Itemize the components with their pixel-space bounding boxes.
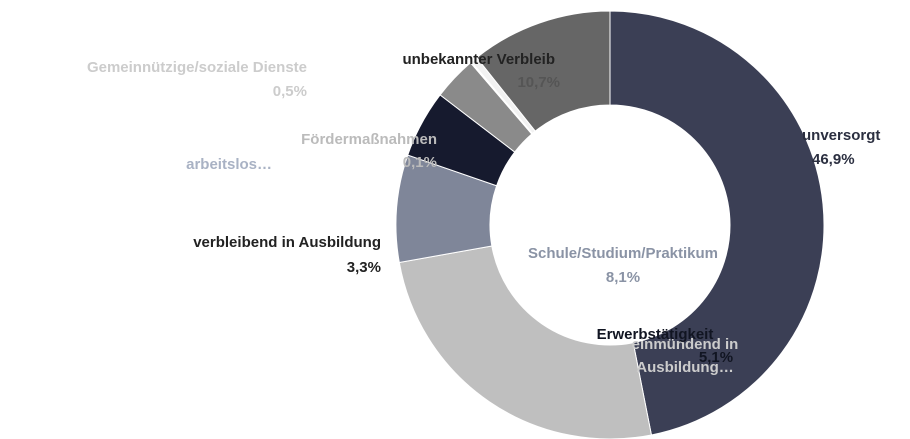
segment-label: Fördermaßnahmen [301, 131, 437, 148]
segment-label: Gemeinnützige/soziale Dienste [87, 59, 307, 76]
value-label: 0,1% [403, 154, 437, 171]
segment-label: Erwerbstätigkeit [597, 326, 714, 343]
value-label: 10,7% [517, 74, 560, 91]
donut-segment [398, 245, 653, 439]
donut-segment [609, 10, 825, 436]
value-label: 3,3% [347, 259, 381, 276]
segment-label: verbleibend in Ausbildung [193, 234, 381, 251]
segment-label: arbeitslos… [186, 156, 272, 173]
value-label: 0,5% [273, 83, 307, 100]
segment-label: Schule/Studium/Praktikum [528, 245, 718, 262]
donut-segment [476, 10, 611, 132]
value-label: 46,9% [812, 151, 855, 168]
value-label: 5,1% [699, 349, 733, 366]
segment-label: unversorgt [802, 127, 880, 144]
segment-label: unbekannter Verbleib [402, 51, 555, 68]
segment-label: einmündend in Ausbildung… [632, 336, 739, 376]
value-label: 8,1% [606, 269, 640, 286]
